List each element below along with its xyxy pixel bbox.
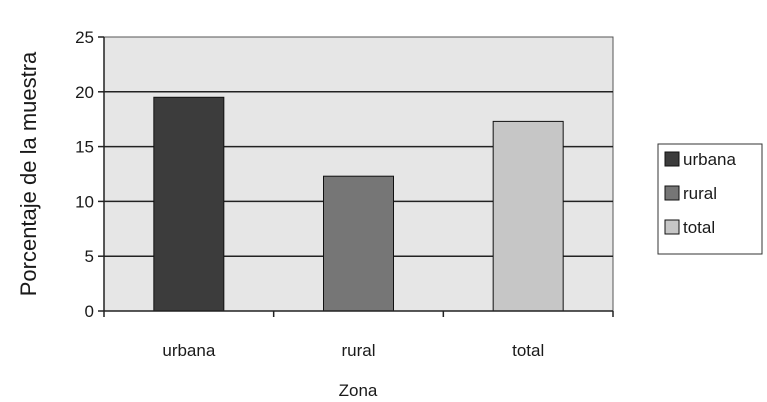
bar-total: [492, 120, 564, 312]
y-tick-label: 15: [75, 138, 94, 157]
legend-label: total: [683, 218, 715, 237]
x-tick-label: total: [512, 341, 544, 360]
y-tick-label: 25: [75, 28, 94, 47]
legend-label: rural: [683, 184, 717, 203]
x-axis-ticks: urbana rural total: [103, 311, 614, 360]
y-axis-title: Porcentaje de la muestra: [16, 51, 41, 296]
bar-rural: [323, 175, 394, 312]
y-tick-label: 20: [75, 83, 94, 102]
legend-items: urbana rural total: [664, 150, 736, 237]
legend-swatch-total: [664, 219, 680, 235]
bar-urbana: [153, 96, 225, 312]
y-axis-ticks: 0 5 10 15 20 25: [75, 28, 104, 321]
legend: urbana rural total: [657, 143, 763, 255]
x-tick-label: urbana: [162, 341, 215, 360]
legend-label: urbana: [683, 150, 736, 169]
y-tick-label: 10: [75, 192, 94, 211]
x-axis-title: Zona: [339, 381, 378, 400]
x-tick-label: rural: [341, 341, 375, 360]
legend-swatch-urbana: [664, 151, 680, 167]
legend-swatch-rural: [664, 185, 680, 201]
y-tick-label: 0: [85, 302, 94, 321]
y-tick-label: 5: [85, 247, 94, 266]
